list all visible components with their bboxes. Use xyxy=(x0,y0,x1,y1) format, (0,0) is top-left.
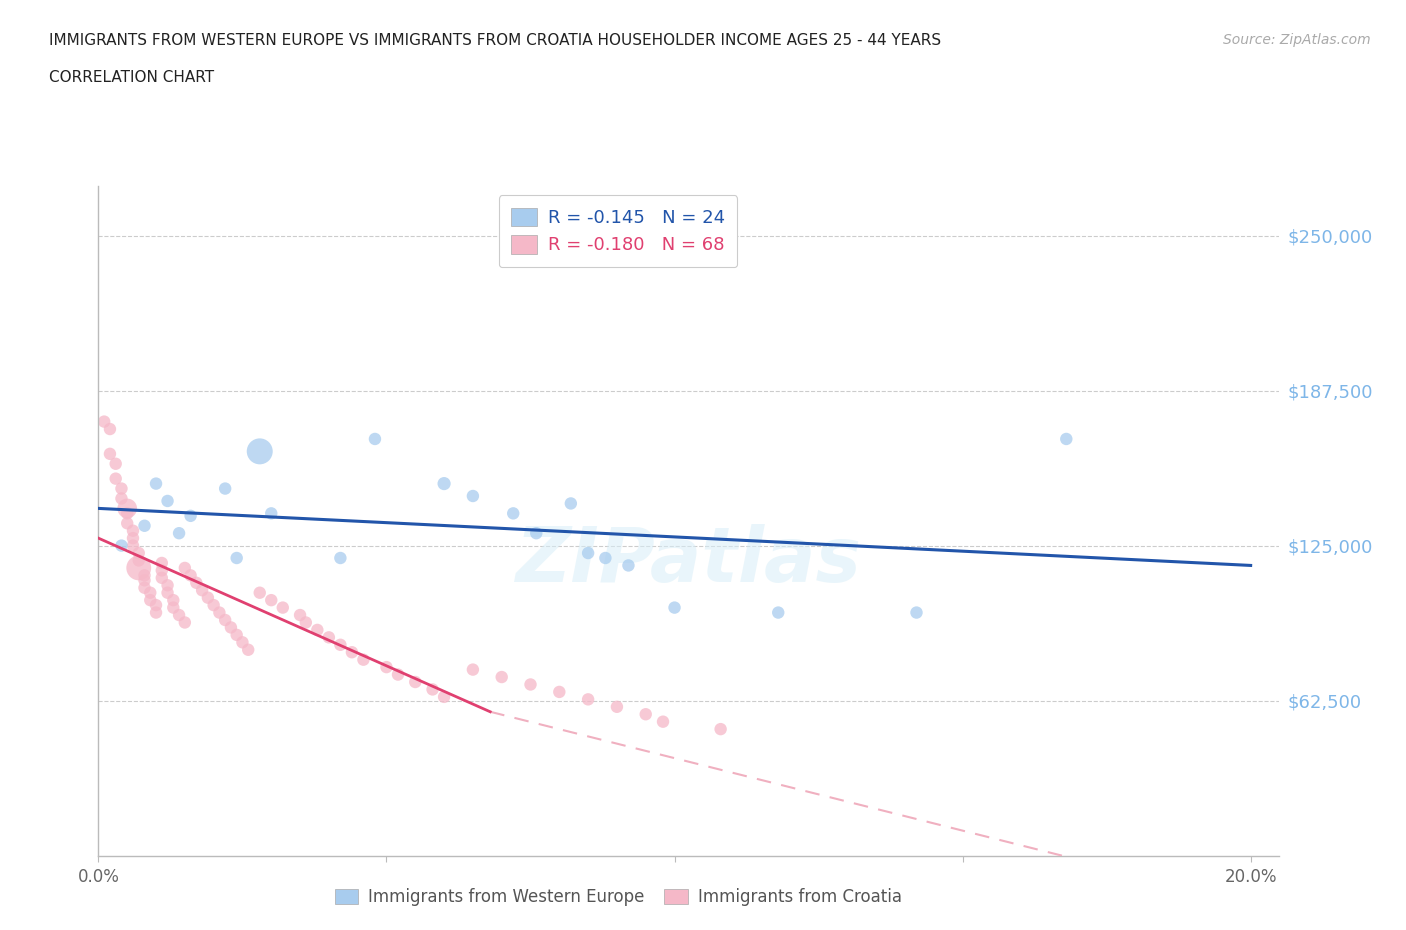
Point xyxy=(104,472,127,486)
Point xyxy=(502,506,524,521)
Point xyxy=(219,620,242,635)
Point xyxy=(214,613,236,628)
Text: Source: ZipAtlas.com: Source: ZipAtlas.com xyxy=(1223,33,1371,46)
Point xyxy=(710,722,733,737)
Point xyxy=(340,644,363,659)
Point xyxy=(115,516,138,531)
Point xyxy=(576,692,599,707)
Point xyxy=(167,607,190,622)
Point xyxy=(387,667,409,682)
Point xyxy=(433,689,456,704)
Point xyxy=(180,509,202,524)
Point xyxy=(110,491,132,506)
Point xyxy=(260,506,283,521)
Point xyxy=(271,600,294,615)
Point xyxy=(134,580,156,595)
Point xyxy=(110,538,132,553)
Point xyxy=(329,551,352,565)
Point xyxy=(150,555,173,570)
Point xyxy=(318,630,340,644)
Point xyxy=(167,525,190,540)
Point xyxy=(173,615,195,630)
Point xyxy=(364,432,387,446)
Text: IMMIGRANTS FROM WESTERN EUROPE VS IMMIGRANTS FROM CROATIA HOUSEHOLDER INCOME AGE: IMMIGRANTS FROM WESTERN EUROPE VS IMMIGR… xyxy=(49,33,942,47)
Point xyxy=(491,670,513,684)
Point xyxy=(548,684,571,699)
Point xyxy=(208,605,231,620)
Point xyxy=(768,605,790,620)
Point xyxy=(139,585,162,600)
Point xyxy=(461,662,484,677)
Point xyxy=(134,518,156,533)
Point xyxy=(128,546,150,561)
Point xyxy=(249,444,271,458)
Point xyxy=(134,568,156,583)
Point xyxy=(186,576,208,591)
Point xyxy=(122,524,145,538)
Text: CORRELATION CHART: CORRELATION CHART xyxy=(49,70,214,85)
Point xyxy=(422,682,444,697)
Point xyxy=(202,598,225,613)
Point xyxy=(115,501,138,516)
Point xyxy=(98,446,121,461)
Point xyxy=(150,563,173,578)
Point xyxy=(162,600,184,615)
Legend: Immigrants from Western Europe, Immigrants from Croatia: Immigrants from Western Europe, Immigran… xyxy=(326,880,910,914)
Point xyxy=(162,592,184,607)
Point xyxy=(352,652,374,667)
Point xyxy=(461,488,484,503)
Point xyxy=(231,635,253,650)
Point xyxy=(652,714,675,729)
Point xyxy=(225,628,247,643)
Point xyxy=(128,561,150,576)
Point xyxy=(173,561,195,576)
Point xyxy=(560,496,582,511)
Point xyxy=(664,600,686,615)
Point xyxy=(156,585,179,600)
Point xyxy=(214,481,236,496)
Point xyxy=(98,421,121,436)
Point xyxy=(249,585,271,600)
Point xyxy=(145,605,167,620)
Point xyxy=(197,591,219,605)
Point xyxy=(260,592,283,607)
Point xyxy=(238,643,260,658)
Point xyxy=(1054,432,1077,446)
Point xyxy=(634,707,657,722)
Point xyxy=(225,551,247,565)
Point xyxy=(122,538,145,553)
Point xyxy=(134,573,156,588)
Point xyxy=(156,578,179,592)
Point xyxy=(329,637,352,652)
Point xyxy=(595,551,617,565)
Point xyxy=(139,592,162,607)
Point xyxy=(524,525,547,540)
Point xyxy=(145,598,167,613)
Point xyxy=(115,506,138,521)
Point xyxy=(433,476,456,491)
Point xyxy=(191,583,214,598)
Point xyxy=(93,414,115,429)
Point xyxy=(156,494,179,509)
Point xyxy=(180,568,202,583)
Point xyxy=(110,481,132,496)
Text: ZIPatlas: ZIPatlas xyxy=(516,524,862,598)
Point xyxy=(905,605,928,620)
Point xyxy=(145,476,167,491)
Point xyxy=(295,615,318,630)
Point xyxy=(606,699,628,714)
Point xyxy=(150,570,173,585)
Point xyxy=(307,622,329,637)
Point xyxy=(375,659,398,674)
Point xyxy=(576,546,599,561)
Point xyxy=(617,558,640,573)
Point xyxy=(128,553,150,568)
Point xyxy=(288,607,311,622)
Point xyxy=(104,457,127,472)
Point xyxy=(519,677,541,692)
Point xyxy=(122,531,145,546)
Point xyxy=(404,674,426,689)
